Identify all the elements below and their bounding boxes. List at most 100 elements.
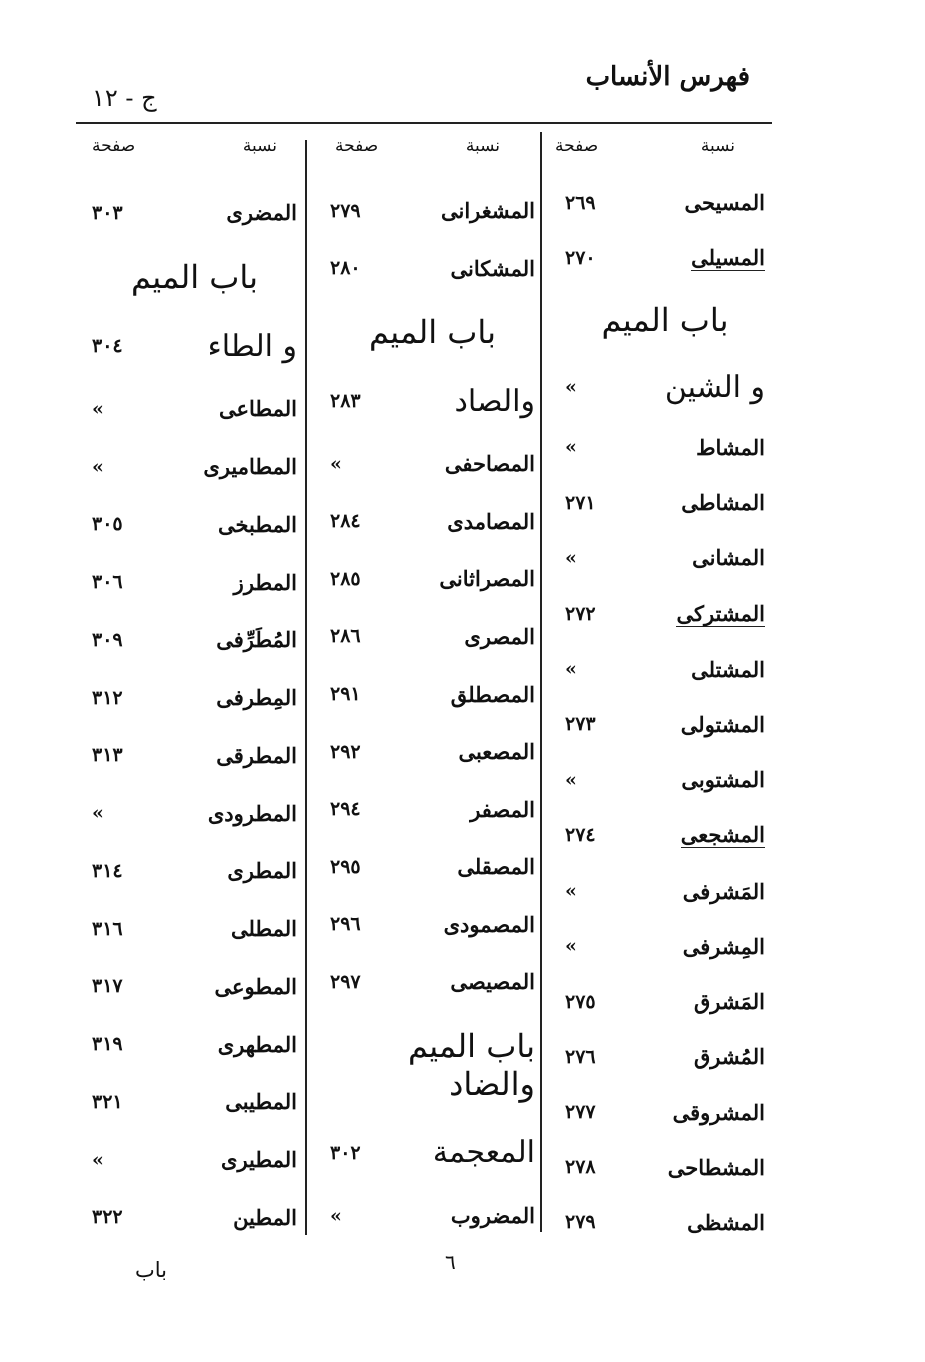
index-entry: المشظى ٢٧٩ bbox=[565, 1210, 765, 1235]
index-entry: المطرى ٣١٤ bbox=[92, 858, 297, 883]
column-header: نسبة صفحة bbox=[92, 136, 277, 156]
index-entry: المطاميرى » bbox=[92, 454, 297, 479]
index-entry: المسيحى ٢٦٩ bbox=[565, 190, 765, 215]
entry-page: » bbox=[565, 658, 577, 681]
index-entry: المَشرفى » bbox=[565, 879, 765, 904]
entry-name: المطرى bbox=[227, 858, 297, 884]
index-entry: المطوعى ٣١٧ bbox=[92, 974, 297, 999]
entry-name: المصقلى bbox=[457, 854, 535, 880]
header-page: صفحة bbox=[555, 136, 599, 156]
index-entry: المضرى ٣٠٣ bbox=[92, 200, 297, 225]
entry-name: المشتلى bbox=[691, 656, 765, 682]
entry-page: ٢٧٩ bbox=[330, 199, 361, 222]
index-entry: المصقلى ٢٩٥ bbox=[330, 854, 535, 879]
entry-page: » bbox=[330, 1204, 342, 1227]
entry-page: » bbox=[92, 397, 104, 420]
index-entry: المِطرفى ٣١٢ bbox=[92, 685, 297, 710]
entry-name: المشجعى bbox=[680, 822, 765, 849]
index-entry: المطرودى » bbox=[92, 801, 297, 826]
entry-name: المطرقى bbox=[216, 742, 297, 768]
index-entry: المشتلى » bbox=[565, 657, 765, 682]
entry-name: المشظى bbox=[687, 1209, 765, 1235]
entry-name: باب الميم والضاد bbox=[407, 1026, 535, 1103]
header-name: نسبة bbox=[700, 136, 735, 156]
entry-name: المصراثانى bbox=[439, 566, 535, 592]
entry-name: المصطلق bbox=[450, 681, 535, 707]
entry-name: المصمودى bbox=[443, 911, 535, 937]
entry-page: ٢٧١ bbox=[565, 491, 596, 514]
section-heading: باب الميم والضاد bbox=[330, 1027, 535, 1103]
index-entry: المطبخى ٣٠٥ bbox=[92, 512, 297, 537]
column-divider bbox=[540, 132, 542, 1232]
index-entry: المصامدى ٢٨٤ bbox=[330, 509, 535, 534]
index-entry: المشكانى ٢٨٠ bbox=[330, 256, 535, 281]
index-entry: المِشرفى » bbox=[565, 934, 765, 959]
entry-page: ٢٨٦ bbox=[330, 625, 361, 648]
index-entry: المطلى ٣١٦ bbox=[92, 916, 297, 941]
index-entry: المشتوبى » bbox=[565, 767, 765, 792]
index-entry: المصعبى ٢٩٢ bbox=[330, 739, 535, 764]
page-number: ٦ bbox=[445, 1250, 456, 1274]
entry-name: و الشين bbox=[664, 369, 765, 405]
entry-page: » bbox=[565, 935, 577, 958]
index-entry: المضروب » bbox=[330, 1203, 535, 1228]
section-heading: والصاد ٢٨٣ bbox=[330, 384, 535, 419]
index-entry: المشطاحى ٢٧٨ bbox=[565, 1155, 765, 1180]
entry-name: المشتركى bbox=[676, 600, 765, 627]
entry-page: ٢٨٤ bbox=[330, 510, 361, 533]
entry-page: ٣١٩ bbox=[92, 1033, 123, 1055]
entry-name: المصرى bbox=[464, 623, 535, 649]
entry-name: المسيحى bbox=[684, 190, 765, 215]
index-entry: المطرز ٣٠٦ bbox=[92, 570, 297, 595]
entry-name: المشغرانى bbox=[440, 198, 535, 223]
index-entry: المسيلى ٢٧٠ bbox=[565, 245, 765, 272]
entry-page: ٢٨٣ bbox=[330, 390, 361, 413]
index-column-right: المسيحى ٢٦٩ المسيلى ٢٧٠ باب الميم و الشين» الم… bbox=[565, 190, 765, 1235]
entry-page: ٣١٧ bbox=[92, 975, 123, 998]
entry-name: المضرى bbox=[226, 200, 297, 225]
entry-name: المشتولى bbox=[680, 711, 765, 737]
header-page: صفحة bbox=[92, 136, 136, 156]
entry-page: » bbox=[92, 802, 104, 824]
index-column-left: المضرى ٣٠٣ باب الميم و الطاء ٣٠٤ المطاعى» المط… bbox=[92, 200, 297, 1230]
header-name: نسبة bbox=[242, 136, 277, 156]
entry-page: ٣٠٤ bbox=[92, 335, 123, 357]
header-page: صفحة bbox=[335, 136, 379, 156]
index-entry: المطيبى ٣٢١ bbox=[92, 1089, 297, 1114]
entry-page: ٢٧٧ bbox=[565, 1101, 596, 1123]
entry-page: ٢٧٣ bbox=[565, 713, 596, 736]
entry-page: ٢٦٩ bbox=[565, 191, 596, 214]
entry-page: ٣٠٣ bbox=[92, 201, 123, 224]
entry-name: المضروب bbox=[450, 1203, 535, 1228]
index-entry: المشاط » bbox=[565, 435, 765, 460]
index-entry: المَشرق ٢٧٥ bbox=[565, 989, 765, 1014]
index-entry: المطاعى » bbox=[92, 396, 297, 421]
entry-page: ٣٠٩ bbox=[92, 628, 123, 651]
header-rule bbox=[76, 122, 772, 124]
entry-page: ٣١٦ bbox=[92, 917, 123, 940]
entry-page: ٢٩٢ bbox=[330, 740, 361, 763]
entry-name: المطين bbox=[233, 1204, 297, 1230]
entry-page: » bbox=[92, 455, 104, 478]
column-header: نسبة صفحة bbox=[335, 136, 500, 156]
entry-name: المصامدى bbox=[447, 508, 535, 534]
entry-page: ٢٩٤ bbox=[330, 798, 361, 821]
index-entry: المشغرانى ٢٧٩ bbox=[330, 198, 535, 223]
index-entry: المشجعى ٢٧٤ bbox=[565, 822, 765, 849]
entry-name: المصعبى bbox=[458, 739, 535, 765]
entry-page: ٢٩٧ bbox=[330, 970, 361, 993]
entry-name: المصيصى bbox=[450, 969, 535, 995]
entry-name: المشروقى bbox=[672, 1099, 765, 1125]
entry-page: ٢٧٦ bbox=[565, 1045, 596, 1068]
entry-name: المشطاحى bbox=[667, 1154, 765, 1180]
entry-page: ٢٧٥ bbox=[565, 990, 596, 1013]
index-entry: المصطلق ٢٩١ bbox=[330, 682, 535, 707]
entry-name: المشتوبى bbox=[681, 767, 765, 793]
entry-name: المطاعى bbox=[218, 396, 297, 422]
section-heading: المعجمة ٣٠٢ bbox=[330, 1135, 535, 1170]
index-entry: المُشرق ٢٧٦ bbox=[565, 1044, 765, 1069]
index-entry: المصمودى ٢٩٦ bbox=[330, 912, 535, 937]
entry-name: باب الميم bbox=[368, 313, 497, 352]
entry-page: » bbox=[330, 452, 342, 475]
entry-name: المطيرى bbox=[221, 1147, 297, 1172]
